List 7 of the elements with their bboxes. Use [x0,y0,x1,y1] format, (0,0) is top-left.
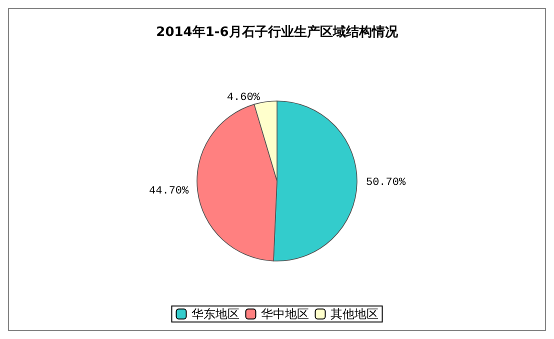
data-label: 4.60% [226,92,260,104]
legend-label: 其他地区 [330,307,378,321]
legend-label: 华中地区 [260,307,309,321]
chart-title: 2014年1-6月石子行业生产区域结构情况 [156,24,399,40]
data-label: 44.70% [149,185,190,198]
data-label: 50.70% [366,176,406,189]
legend-label: 华东地区 [191,307,240,321]
